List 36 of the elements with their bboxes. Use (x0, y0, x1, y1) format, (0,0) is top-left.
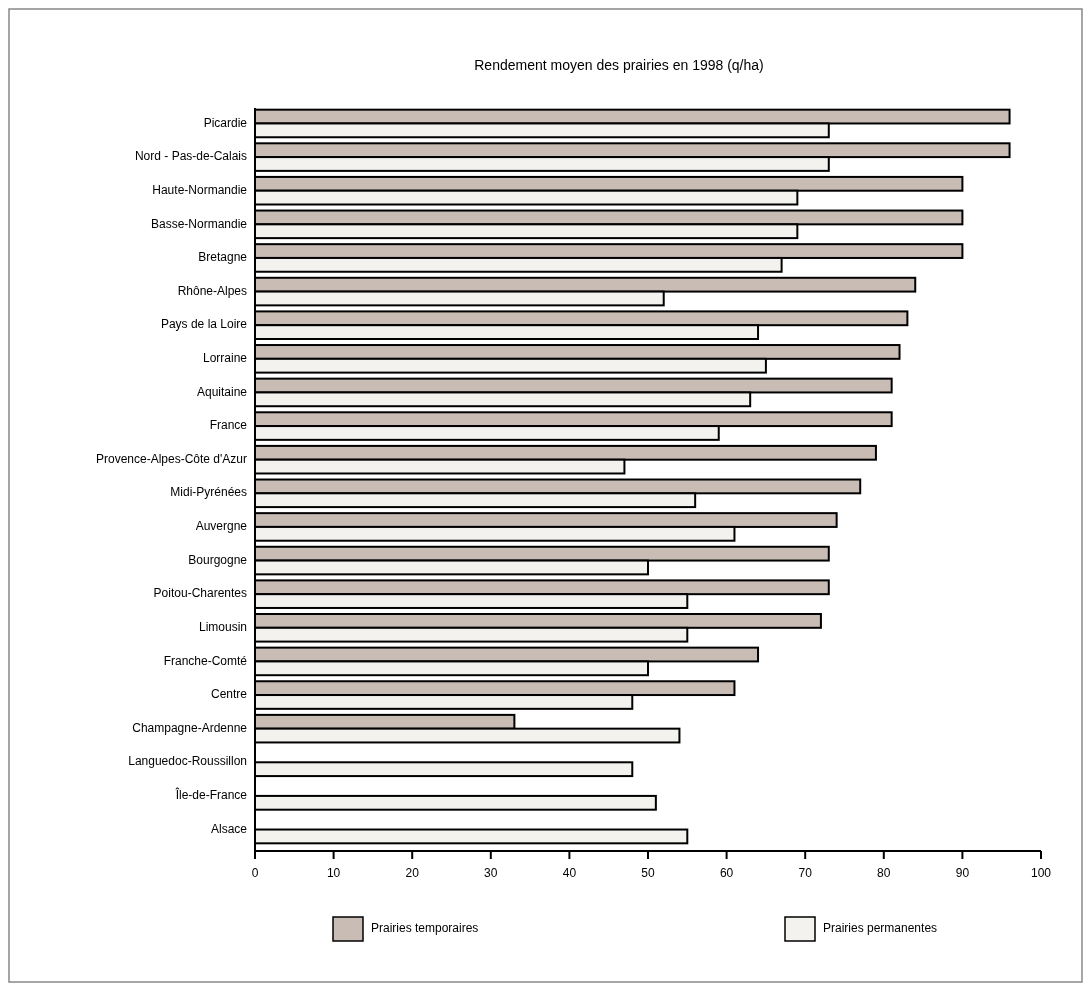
y-tick-label: Champagne-Ardenne (132, 720, 248, 735)
y-tick-label: Auvergne (195, 519, 248, 534)
y-tick-label: Centre (210, 687, 248, 702)
chart-title: Rendement moyen des prairies en 1998 (q/ha) (474, 57, 764, 73)
y-tick-label: Picardie (203, 115, 248, 130)
y-tick-label: Bretagne (198, 250, 248, 265)
y-tick-label: Provence-Alpes-Côte d'Azur (95, 451, 247, 466)
y-tick-label: Nord - Pas-de-Calais (134, 149, 247, 164)
y-tick-label: Basse-Normandie (150, 216, 248, 231)
y-tick-label: Languedoc-Roussillon (128, 754, 247, 769)
x-tick-label: 90 (955, 866, 970, 880)
y-tick-label: Alsace (210, 821, 248, 836)
x-tick-label: 40 (562, 866, 577, 880)
x-tick-label: 50 (641, 866, 655, 880)
y-tick-label: Aquitaine (196, 384, 248, 399)
y-tick-label: Lorraine (202, 350, 248, 365)
legend-label: Prairies permanentes (823, 921, 938, 936)
y-tick-label: Franche-Comté (163, 653, 248, 668)
x-tick-label: 30 (484, 866, 498, 880)
y-tick-label: Pays de la Loire (160, 317, 248, 332)
x-tick-label: 80 (877, 866, 891, 880)
y-tick-label: Limousin (198, 619, 247, 634)
y-tick-label: France (209, 418, 248, 433)
legend-label: Prairies temporaires (371, 921, 479, 936)
y-tick-label: Poitou-Charentes (153, 586, 247, 601)
x-tick-label: 100 (1030, 866, 1052, 880)
y-tick-label: Bourgogne (188, 552, 248, 567)
y-tick-label: Haute-Normandie (152, 182, 248, 197)
y-tick-label: Rhône-Alpes (177, 283, 247, 298)
x-tick-label: 20 (405, 866, 420, 880)
x-tick-label: 70 (798, 866, 813, 880)
x-tick-label: 10 (326, 866, 341, 880)
x-tick-label: 0 (251, 866, 259, 880)
y-tick-label: Midi-Pyrénées (170, 485, 247, 500)
y-tick-label: Île-de-France (174, 787, 248, 803)
x-tick-label: 60 (719, 866, 734, 880)
